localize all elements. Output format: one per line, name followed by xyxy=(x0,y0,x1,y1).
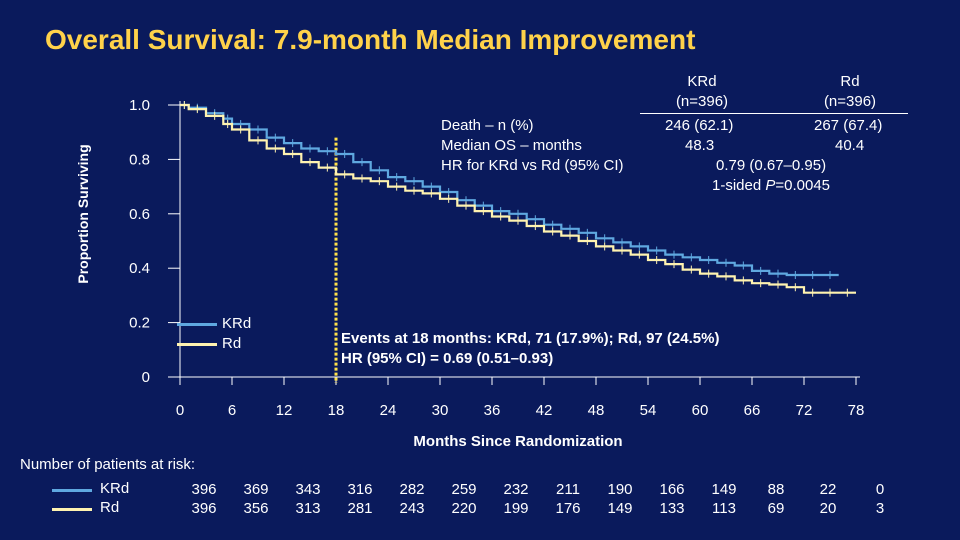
y-tick-label: 0 xyxy=(142,369,150,386)
risk-cell: 243 xyxy=(399,500,425,517)
events-line-2: HR (95% CI) = 0.69 (0.51–0.93) xyxy=(341,350,554,367)
x-tick-label: 42 xyxy=(536,402,553,419)
risk-cell: 281 xyxy=(347,500,373,517)
rd-median-value: 40.4 xyxy=(835,137,865,154)
risk-cell: 232 xyxy=(503,481,529,498)
x-axis-label: Months Since Randomization xyxy=(413,433,622,450)
x-tick-label: 54 xyxy=(640,402,657,419)
risk-cell: 199 xyxy=(503,500,529,517)
p-letter: P xyxy=(765,177,776,194)
y-tick-label: 0.8 xyxy=(129,151,150,168)
risk-swatch-rd xyxy=(52,508,92,511)
risk-cell: 176 xyxy=(555,500,581,517)
x-tick-label: 0 xyxy=(176,402,184,419)
risk-cell: 356 xyxy=(243,500,269,517)
risk-cell: 149 xyxy=(607,500,633,517)
risk-row-label: Rd xyxy=(100,499,120,516)
x-tick-label: 78 xyxy=(848,402,865,419)
risk-table-title: Number of patients at risk: xyxy=(20,456,196,473)
events-line-1: Events at 18 months: KRd, 71 (17.9%); Rd… xyxy=(341,330,720,347)
y-tick-label: 1.0 xyxy=(129,97,150,114)
y-tick-label: 0.4 xyxy=(129,260,150,277)
x-tick-label: 72 xyxy=(796,402,813,419)
risk-cell: 282 xyxy=(399,481,425,498)
y-tick-label: 0.2 xyxy=(129,315,150,332)
p-value: 1-sided P=0.0045 xyxy=(712,176,830,196)
risk-cell: 190 xyxy=(607,481,633,498)
krd-column-header: KRd (n=396) xyxy=(660,72,744,112)
risk-cell: 396 xyxy=(191,481,217,498)
x-tick-label: 18 xyxy=(328,402,345,419)
events-annotation: Events at 18 months: KRd, 71 (17.9%); Rd… xyxy=(341,329,719,369)
risk-cell: 22 xyxy=(819,481,837,498)
legend-rd-label: Rd xyxy=(222,335,242,352)
risk-cell: 0 xyxy=(875,481,885,498)
x-tick-label: 12 xyxy=(276,402,293,419)
risk-cell: 343 xyxy=(295,481,321,498)
x-tick-label: 48 xyxy=(588,402,605,419)
risk-cell: 149 xyxy=(711,481,737,498)
risk-cell: 113 xyxy=(712,500,736,517)
risk-cell: 211 xyxy=(556,481,580,498)
risk-cell: 316 xyxy=(347,481,373,498)
krd-death-value: 246 (62.1) xyxy=(665,117,734,134)
risk-row-label: KRd xyxy=(100,480,130,497)
rd-death-value: 267 (67.4) xyxy=(814,117,883,134)
stat-label-median: Median OS – months xyxy=(441,137,582,154)
risk-cell: 396 xyxy=(191,500,217,517)
legend-krd-label: KRd xyxy=(222,315,252,332)
risk-cell: 20 xyxy=(819,500,837,517)
x-tick-label: 36 xyxy=(484,402,501,419)
legend-krd-swatch xyxy=(177,323,217,326)
x-tick-label: 24 xyxy=(380,402,397,419)
risk-swatch-krd xyxy=(52,489,92,492)
y-axis-label: Proportion Surviving xyxy=(75,144,91,283)
x-tick-label: 60 xyxy=(692,402,709,419)
stats-labels: Death – n (%) Median OS – months HR for … xyxy=(441,116,624,176)
rd-header-n: (n=396) xyxy=(823,93,877,110)
y-tick-label: 0.6 xyxy=(129,206,150,223)
stat-label-hr: HR for KRd vs Rd (95% CI) xyxy=(441,157,624,174)
x-tick-label: 66 xyxy=(744,402,761,419)
x-tick-label: 30 xyxy=(432,402,449,419)
stat-label-death: Death – n (%) xyxy=(441,117,534,134)
risk-cell: 3 xyxy=(875,500,885,517)
risk-cell: 166 xyxy=(659,481,685,498)
page-title: Overall Survival: 7.9-month Median Impro… xyxy=(45,24,696,55)
risk-cell: 313 xyxy=(295,500,321,517)
risk-cell: 88 xyxy=(767,481,785,498)
rd-header-name: Rd xyxy=(840,73,860,90)
hr-value: 0.79 (0.67–0.95) xyxy=(716,157,827,174)
risk-cell: 369 xyxy=(243,481,269,498)
risk-cell: 220 xyxy=(451,500,477,517)
krd-median-value: 48.3 xyxy=(685,137,715,154)
legend-rd-swatch xyxy=(177,343,217,346)
risk-cell: 259 xyxy=(451,481,477,498)
header-rule xyxy=(640,113,908,114)
risk-cell: 69 xyxy=(767,500,785,517)
krd-header-n: (n=396) xyxy=(675,93,729,110)
rd-column-header: Rd (n=396) xyxy=(808,72,892,112)
p-prefix: 1-sided xyxy=(712,177,766,194)
risk-cell: 133 xyxy=(659,500,685,517)
krd-header-name: KRd xyxy=(687,73,717,90)
x-tick-label: 6 xyxy=(228,402,236,419)
p-number: =0.0045 xyxy=(775,177,831,194)
